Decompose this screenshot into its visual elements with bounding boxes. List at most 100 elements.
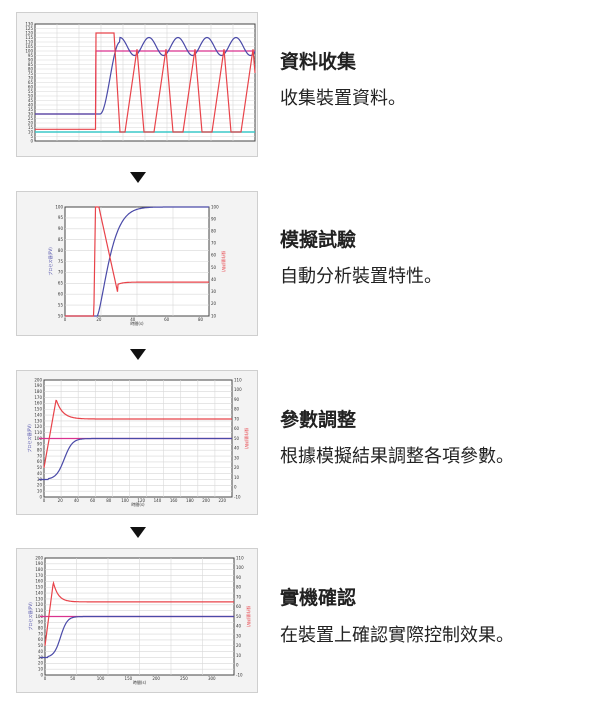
chart-data-collection: 0 5 10 15 20 25 30 35 40 45 50 55 60 65 70 75 80 85 90 95 10…	[16, 12, 258, 157]
y-tick-label: 180	[34, 389, 42, 394]
step-title: 實機確認	[280, 587, 357, 609]
y-tick-label: 190	[35, 561, 43, 566]
y-tick-label: 55	[58, 302, 64, 307]
y-tick-label: 25	[28, 116, 34, 121]
x-tick-label: 0	[64, 317, 67, 322]
x-tick-label: 160	[170, 498, 178, 503]
y-tick-label: 200	[35, 555, 43, 560]
y-tick-label: 130	[34, 418, 42, 423]
x-tick-label: 100	[97, 676, 105, 681]
y-tick-label: 90	[58, 226, 64, 231]
x-tick-label: 80	[106, 498, 112, 503]
arrow-down-icon	[130, 172, 146, 183]
y-tick-label: 75	[58, 259, 64, 264]
x-tick-label: 60	[90, 498, 96, 503]
step-desc: 自動分析裝置特性。	[280, 266, 442, 287]
y-tick-label: 100	[35, 614, 43, 619]
x-tick-label: 20	[58, 498, 64, 503]
y-tick-label: 80	[37, 448, 43, 453]
y-tick-label: 110	[34, 430, 42, 435]
y-right-tick-label: 80	[211, 229, 217, 234]
step-desc: 收集裝置資料。	[280, 88, 406, 109]
y-right-axis-label: 操作量(MV)	[246, 606, 252, 628]
x-tick-label: 40	[130, 317, 136, 322]
y-tick-label: 40	[38, 649, 44, 654]
x-tick-label: 50	[70, 676, 76, 681]
y-right-tick-label: 80	[236, 585, 242, 590]
y-tick-label: 130	[25, 21, 33, 26]
y-tick-label: 140	[34, 412, 42, 417]
y-tick-label: 120	[35, 602, 43, 607]
step-title: 資料收集	[280, 51, 357, 73]
y-tick-label: 150	[34, 407, 42, 412]
y-tick-label: 125	[25, 26, 33, 31]
y-tick-label: 10	[37, 488, 43, 493]
step-desc: 根據模擬結果調整各項參數。	[280, 446, 514, 467]
x-tick-label: 100	[121, 498, 129, 503]
y-tick-label: 65	[58, 281, 64, 286]
y-right-tick-label: 50	[234, 436, 240, 441]
y-axis-label: プロセス値(PV)	[26, 424, 32, 453]
x-axis-label: 時間(s)	[133, 679, 147, 685]
mv-line	[44, 580, 234, 646]
y-right-tick-label: -10	[236, 672, 243, 677]
step-desc: 在裝置上確認實際控制效果。	[280, 625, 514, 646]
y-right-tick-label: 30	[236, 633, 242, 638]
y-tick-label: 200	[34, 377, 42, 382]
x-tick-label: 220	[218, 498, 226, 503]
y-tick-label: 170	[34, 395, 42, 400]
y-right-tick-label: 50	[211, 265, 217, 270]
x-tick-label: 200	[152, 676, 160, 681]
y-tick-label: 65	[28, 80, 34, 85]
chart-verification: 0 10 20 30 40 50 60 70 80 90 100 110 120 130 140 150 160…	[16, 548, 258, 693]
y-right-axis-label: 操作量(MV)	[244, 428, 250, 450]
mv-line	[65, 206, 209, 317]
y-right-tick-label: 40	[211, 277, 217, 282]
y-tick-label: 180	[35, 567, 43, 572]
y-tick-label: 95	[58, 215, 64, 220]
y-right-tick-label: 20	[236, 643, 242, 648]
y-right-tick-label: 90	[234, 397, 240, 402]
y-tick-label: 60	[37, 459, 43, 464]
y-right-axis-label: 操作量(MV)	[221, 251, 227, 273]
y-right-tick-label: 100	[234, 387, 242, 392]
y-right-tick-label: 60	[234, 426, 240, 431]
x-tick-label: 140	[154, 498, 162, 503]
x-axis-label: 時間(s)	[131, 501, 145, 507]
y-tick-label: 55	[28, 89, 34, 94]
y-tick-label: 130	[35, 596, 43, 601]
y-tick-label: 75	[28, 71, 34, 76]
y-axis-label: プロセス値(PV)	[47, 247, 53, 276]
y-tick-label: 0	[39, 494, 42, 499]
y-tick-label: 140	[35, 590, 43, 595]
y-tick-label: 95	[28, 53, 34, 58]
y-right-tick-label: 40	[236, 624, 242, 629]
x-tick-label: 300	[208, 676, 216, 681]
x-tick-label: 0	[44, 676, 47, 681]
y-tick-label: 110	[35, 608, 43, 613]
y-tick-label: 50	[58, 313, 64, 318]
y-right-tick-label: 100	[236, 565, 244, 570]
y-right-tick-label: 20	[211, 301, 217, 306]
y-tick-label: 40	[28, 102, 34, 107]
pv-line	[40, 615, 234, 659]
step-title: 模擬試驗	[280, 229, 357, 251]
y-right-tick-label: 110	[236, 555, 244, 560]
pv-line	[35, 36, 256, 115]
y-right-tick-label: 70	[234, 416, 240, 421]
y-tick-label: 115	[25, 35, 33, 40]
y-tick-label: 70	[28, 75, 34, 80]
mv-line	[35, 32, 256, 133]
y-right-tick-label: -10	[234, 494, 241, 499]
y-right-tick-label: 10	[236, 653, 242, 658]
y-right-tick-label: 80	[234, 407, 240, 412]
x-tick-label: 20	[96, 317, 102, 322]
arrow-down-icon	[130, 349, 146, 360]
step-title: 參數調整	[280, 409, 357, 431]
y-right-tick-label: 60	[236, 604, 242, 609]
arrow-down-icon	[130, 527, 146, 538]
x-tick-label: 250	[180, 676, 188, 681]
y-tick-label: 30	[28, 111, 34, 116]
y-right-tick-label: 0	[234, 485, 237, 490]
y-tick-label: 90	[38, 620, 44, 625]
